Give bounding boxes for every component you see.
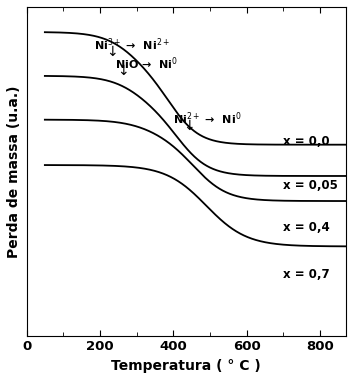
X-axis label: Temperatura ( ° C ): Temperatura ( ° C ): [111, 359, 261, 373]
Text: x = 0,05: x = 0,05: [284, 179, 338, 192]
Text: x = 0,0: x = 0,0: [284, 135, 330, 148]
Text: ↓: ↓: [118, 64, 129, 78]
Text: NiO →  Ni$^{0}$: NiO → Ni$^{0}$: [115, 55, 178, 72]
Text: Ni$^{3+}$ →  Ni$^{2+}$: Ni$^{3+}$ → Ni$^{2+}$: [95, 37, 171, 53]
Text: ↓: ↓: [107, 44, 118, 59]
Text: x = 0,7: x = 0,7: [284, 268, 330, 281]
Text: x = 0,4: x = 0,4: [284, 221, 330, 234]
Y-axis label: Perda de massa (u.a.): Perda de massa (u.a.): [7, 85, 21, 258]
Text: Ni$^{2+}$ →  Ni$^{0}$: Ni$^{2+}$ → Ni$^{0}$: [173, 110, 242, 127]
Text: ↓: ↓: [184, 119, 195, 133]
